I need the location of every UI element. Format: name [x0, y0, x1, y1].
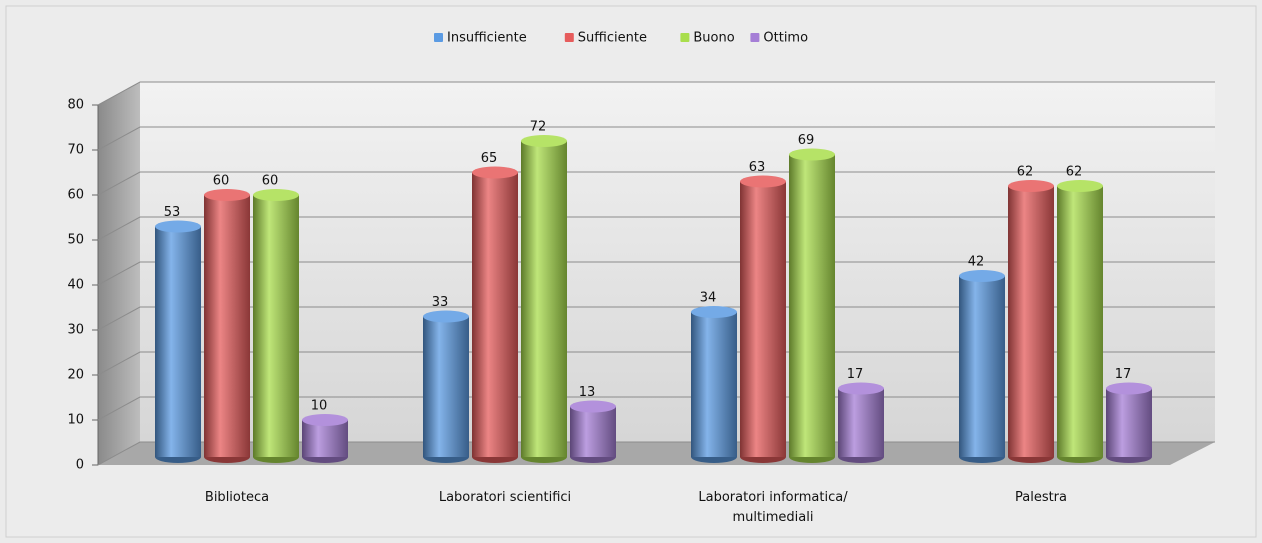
bar-cap: [302, 414, 348, 426]
bar-cap: [204, 189, 250, 201]
bar: [1057, 180, 1103, 463]
bar-cap: [959, 270, 1005, 282]
bar-cap: [1057, 180, 1103, 192]
data-label: 72: [530, 120, 547, 135]
bar-cap: [1106, 382, 1152, 395]
y-tick-label: 50: [67, 233, 84, 248]
bar-cap: [691, 306, 737, 318]
x-tick-label: Laboratori scientifici: [438, 490, 572, 505]
bar-body: [740, 181, 786, 457]
grid-line: [97, 126, 1215, 151]
bar: [789, 148, 835, 463]
data-label: 53: [164, 205, 181, 220]
x-tick-label: Biblioteca: [204, 490, 270, 505]
data-label: 60: [213, 174, 230, 189]
data-label: 69: [798, 133, 815, 148]
legend-label: Ottimo: [763, 31, 808, 46]
y-tick-label: 60: [67, 188, 84, 203]
data-label: 63: [749, 160, 766, 175]
bar-body: [789, 154, 835, 457]
legend-swatch: [564, 33, 574, 42]
bar: [740, 175, 786, 463]
grid-line: [97, 261, 1215, 286]
bar-cap: [253, 189, 299, 201]
bar-cap: [570, 400, 616, 413]
bar-body: [570, 406, 616, 457]
x-tick-label: Palestra: [1014, 490, 1067, 505]
bar-body: [204, 195, 250, 457]
data-label: 33: [432, 295, 449, 310]
data-label: 34: [700, 291, 717, 306]
bar-body: [1008, 186, 1054, 457]
bar-cap: [155, 220, 201, 233]
x-tick-label: Laboratori informatica/ multimediali: [698, 490, 848, 525]
data-label: 42: [968, 255, 985, 270]
data-label: 62: [1017, 165, 1034, 180]
grid-line: [97, 171, 1215, 196]
bar-cap: [472, 166, 518, 179]
y-tick-label: 30: [67, 323, 84, 338]
legend-label: Insufficiente: [447, 31, 527, 46]
grid-line: [97, 216, 1215, 241]
y-tick-label: 0: [76, 458, 84, 473]
grid-line: [97, 351, 1215, 376]
bar: [423, 310, 469, 463]
bar-body: [253, 195, 299, 457]
bar-cap: [789, 148, 835, 161]
bar: [302, 414, 348, 463]
data-label: 10: [311, 399, 328, 414]
bar: [1008, 180, 1054, 463]
bar-body: [959, 276, 1005, 457]
bar: [472, 166, 518, 463]
legend-label: Sufficiente: [578, 31, 647, 46]
bar-body: [423, 316, 469, 457]
data-label: 62: [1066, 165, 1083, 180]
bar-body: [1057, 186, 1103, 457]
data-label: 65: [481, 151, 498, 166]
bar: [570, 400, 616, 463]
bar-cap: [521, 135, 567, 147]
bar-cap: [1008, 180, 1054, 192]
y-tick-label: 20: [67, 368, 84, 383]
bar: [521, 135, 567, 463]
bar: [253, 189, 299, 463]
y-tick-label: 70: [67, 143, 84, 158]
y-tick-label: 40: [67, 278, 84, 293]
bar: [155, 220, 201, 463]
data-label: 60: [262, 174, 279, 189]
bar-cap: [838, 382, 884, 395]
bar: [959, 270, 1005, 463]
bar-body: [1106, 388, 1152, 457]
legend-swatch: [680, 33, 690, 42]
bar: [1106, 382, 1152, 463]
bar-body: [521, 141, 567, 457]
bar-body: [691, 312, 737, 457]
y-tick-label: 10: [67, 413, 84, 428]
bar-body: [472, 172, 518, 457]
data-label: 17: [847, 367, 864, 382]
data-label: 13: [579, 385, 596, 400]
bar-cap: [423, 310, 469, 323]
legend-swatch: [750, 33, 760, 42]
bar-cap: [740, 175, 786, 188]
bar-body: [838, 388, 884, 457]
grid-line: [97, 81, 1215, 106]
bar-body: [302, 420, 348, 457]
y-tick-label: 80: [67, 98, 84, 113]
data-label: 17: [1115, 367, 1132, 382]
legend-label: Buono: [693, 31, 734, 46]
floor: [98, 442, 1215, 465]
bar-body: [155, 226, 201, 457]
legend-swatch: [434, 33, 443, 42]
bar: [691, 306, 737, 463]
bar: [838, 382, 884, 463]
grid-line: [97, 306, 1215, 331]
bar: [204, 189, 250, 463]
